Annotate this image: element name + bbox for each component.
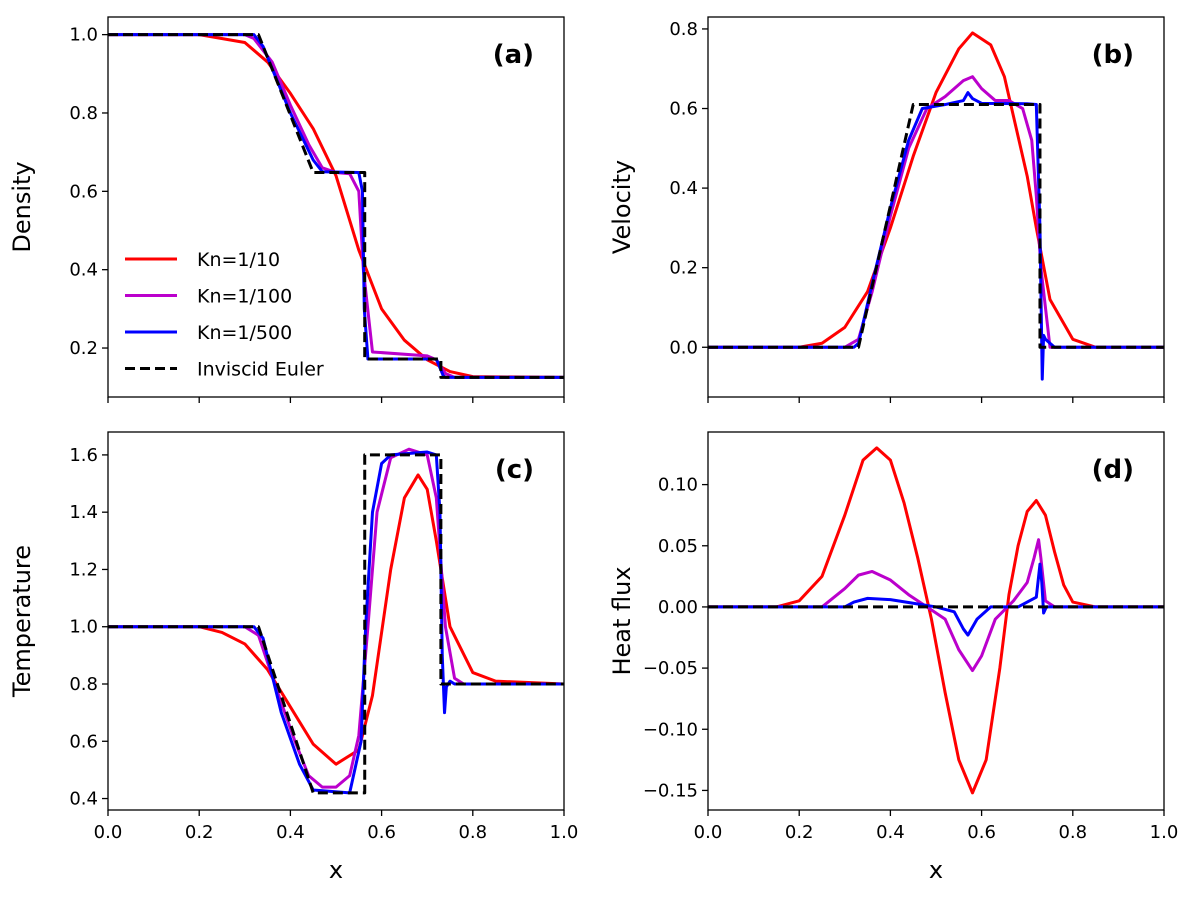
series-line-2 (108, 447, 564, 789)
series-line-2 (708, 538, 1164, 673)
series-line-4 (708, 103, 1164, 349)
y-tick-label: 1.4 (69, 502, 98, 523)
series-line-3 (708, 91, 1164, 381)
axes-frame (107, 431, 565, 811)
x-tick-label: 0.8 (458, 822, 487, 843)
series-line-1 (708, 31, 1164, 349)
x-tick-label: 0.4 (876, 822, 905, 843)
legend-label: Kn=1/500 (197, 322, 292, 344)
series-line-2 (708, 75, 1164, 349)
y-tick-label: 0.2 (69, 338, 98, 359)
y-tick-label: 0.8 (669, 19, 698, 40)
y-tick-label: 0.6 (69, 731, 98, 752)
y-tick-label: 0.0 (669, 337, 698, 358)
panel-3: 0.0 0.2 0.4 0.6 0.8 1.0 0.4 0.6 0.8 1.0 1.2 1.4 1.6 T… (8, 431, 579, 884)
x-tick-label: 0.6 (967, 822, 996, 843)
x-tick-label: 0.2 (785, 822, 814, 843)
y-tick-label: 0.4 (69, 789, 98, 810)
series-line-4 (108, 453, 564, 795)
panel-label: (b) (1092, 40, 1134, 70)
x-axis-label: x (329, 856, 343, 884)
panel-4: 0.0 0.2 0.4 0.6 0.8 1.0 −0.15 −0.10 −0.05 0.00 0.0… (608, 431, 1179, 884)
y-tick-label: 0.6 (669, 99, 698, 120)
y-tick-label: 1.6 (69, 445, 98, 466)
panel-label: (d) (1092, 455, 1134, 485)
x-tick-label: 1.0 (550, 822, 579, 843)
x-tick-label: 0.0 (94, 822, 123, 843)
legend: Kn=1/10 Kn=1/100 Kn=1/500 Inviscid Euler (125, 249, 324, 381)
panel-label: (a) (493, 40, 534, 70)
x-tick-label: 0.0 (694, 822, 723, 843)
y-tick-label: 0.8 (69, 674, 98, 695)
y-tick-label: 1.2 (69, 559, 98, 580)
y-tick-label: 0.2 (669, 258, 698, 279)
series-line-3 (108, 33, 564, 379)
y-tick-label: −0.10 (643, 719, 698, 740)
x-tick-label: 0.8 (1058, 822, 1087, 843)
x-tick-label: 0.4 (276, 822, 305, 843)
y-axis-label: Heat flux (608, 566, 636, 675)
series-line-1 (708, 446, 1164, 795)
y-tick-label: −0.15 (643, 780, 698, 801)
y-axis-label: Velocity (608, 160, 636, 254)
panel-1: 0.2 0.4 0.6 0.8 1.0 Density (a) Kn=1/10 Kn=1/100… (8, 16, 565, 403)
series-line-3 (108, 450, 564, 795)
y-tick-label: 1.0 (69, 25, 98, 46)
axes-frame (707, 16, 1165, 398)
x-tick-label: 0.2 (185, 822, 214, 843)
x-axis-label: x (929, 856, 943, 884)
y-tick-label: 0.6 (69, 181, 98, 202)
series-line-4 (108, 33, 564, 379)
y-axis-label: Temperature (8, 545, 36, 698)
y-tick-label: 1.0 (69, 617, 98, 638)
y-tick-label: 0.8 (69, 103, 98, 124)
y-tick-label: 0.05 (658, 536, 698, 557)
y-tick-label: 0.00 (658, 597, 698, 618)
y-tick-label: 0.4 (669, 178, 698, 199)
panel-label: (c) (495, 455, 534, 485)
axes-frame (707, 431, 1165, 811)
axes-frame (107, 16, 565, 398)
legend-label: Inviscid Euler (197, 359, 324, 381)
y-axis-label: Density (8, 161, 36, 252)
legend-label: Kn=1/10 (197, 249, 280, 271)
series-line-2 (108, 33, 564, 379)
y-tick-label: 0.4 (69, 260, 98, 281)
y-tick-label: 0.10 (658, 475, 698, 496)
x-tick-label: 0.6 (367, 822, 396, 843)
series-line-3 (708, 562, 1164, 637)
panel-2: 0.0 0.2 0.4 0.6 0.8 Velocity (b) (608, 16, 1165, 403)
legend-label: Kn=1/100 (197, 286, 292, 308)
series-line-1 (108, 33, 564, 379)
x-tick-label: 1.0 (1150, 822, 1179, 843)
y-tick-label: −0.05 (643, 658, 698, 679)
series-line-1 (108, 473, 564, 766)
